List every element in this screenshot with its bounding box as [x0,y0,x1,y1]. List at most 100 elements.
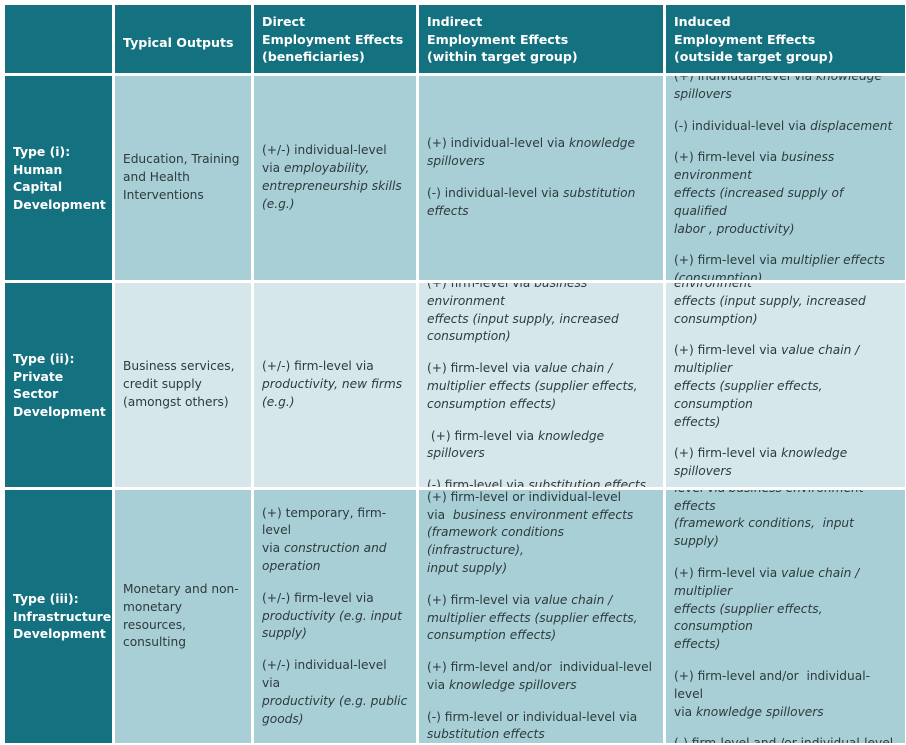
italic-text: productivity (e.g. public [262,693,408,708]
italic-text: labor , productivity) [674,221,795,236]
italic-text: effects) [674,637,721,652]
cell-line: credit supply [123,376,243,394]
cell-line: (+) firm-level via value chain / [427,360,655,378]
text: (+) firm-level via [674,150,782,165]
cell-paragraph: (+/-) firm-level via productivity (e.g. i… [262,590,408,643]
cell-paragraph: (+/-) firm-level via productivity, new fi… [262,358,408,411]
cell-line: consumption effects) [427,396,655,414]
header-line: Indirect [427,14,483,29]
text: (+/-) firm-level via [262,359,374,374]
italic-text: (framework conditions (infrastructure), [427,525,568,558]
text: (+/-) individual-level [262,143,387,158]
cell-paragraph: (+) individual-level via knowledge spillo… [427,135,655,171]
italic-text: effects (input supply, increased [674,293,866,308]
text: (-) firm-level and /or individual-level [674,736,893,743]
italic-text: (e.g.) [262,196,295,211]
cell-line: (e.g.) [262,394,408,412]
italic-text: knowledge spillovers [695,704,824,719]
cell-paragraph: Monetary and non-monetary resources, cons… [123,581,243,652]
cell-paragraph: (+) firm-level via business environmente… [674,283,897,328]
cell-line: effects (supplier effects, consumption [674,378,897,414]
cell-line: (+) temporary, firm-level [262,505,408,541]
text: monetary resources, [123,599,186,632]
header-direct-effects: Direct Employment Effects (beneficiaries… [254,5,416,73]
cell-paragraph: (+) firm-level via multiplier effects (co… [674,252,897,280]
cell-paragraph: (+) firm-level via value chain / multipli… [427,360,655,413]
cell-line: effects (input supply, increased [427,311,655,329]
italic-text: effects (supplier effects, consumption [674,601,827,634]
row-label-line: Infrastructure [13,608,112,624]
italic-text: knowledge spillovers [427,428,608,461]
cell-line: effects) [674,414,897,432]
cell-line: consulting [123,634,243,652]
cell-line: (+/-) firm-level via [262,358,408,376]
cell-line: (-) firm-level via substitution effects [427,477,655,487]
header-line: Employment Effects [262,31,404,47]
cell-line: (+) firm-level via knowledge spillovers [674,445,897,481]
text: via [427,507,453,522]
text: via [262,161,284,176]
cell-paragraph: (-) firm-level or individual-level via su… [427,709,655,743]
employment-effects-table: Typical Outputs Direct Employment Effect… [5,5,905,743]
text: (+) firm-level via [674,253,782,268]
header-line: Direct [262,14,306,29]
header-line: Induced [674,14,731,29]
italic-text: value chain / multiplier [674,343,864,376]
row-label-human-capital: Type (i): Human Capital Development [5,76,112,280]
cell-line: (+) firm-level via business environment [674,283,897,293]
italic-text: consumption effects) [427,396,557,411]
text: and Health [123,170,190,185]
row-label-line: Type (ii): [13,351,75,366]
cell-direct-human-capital: (+/-) individual-level via employability,… [254,76,416,280]
cell-line: productivity, new firms [262,376,408,394]
cell-line: consumption) [674,311,897,329]
row-label-line: Private Sector [13,368,64,402]
row-label-line: Type (i): [13,144,71,159]
cell-line: (+/-) individual-level via [262,657,408,693]
cell-paragraph: (-) individual-level via substitution eff… [427,185,655,221]
cell-line: (+) firm-level and/or individual-level [427,659,655,677]
text: (+) individual-level via [427,136,569,151]
cell-paragraph: (+) firm-level via value chain / multipli… [427,592,655,645]
italic-text: spillovers [674,86,732,101]
text: via [427,677,449,692]
cell-line: (+/-) firm-level via [262,590,408,608]
text: via [262,541,284,556]
italic-text: value chain / [534,592,613,607]
cell-paragraph: (-) firm-level and /or individual-levelv… [674,735,897,743]
italic-text: operation [262,559,321,573]
italic-text: input supply) [427,560,508,575]
cell-line: goods) [262,711,408,729]
row-label-line: Development [13,403,106,419]
cell-line: effects [427,203,655,221]
cell-line: multiplier effects (supplier effects, [427,610,655,628]
cell-line: Monetary and non- [123,581,243,599]
cell-line: Interventions [123,187,243,205]
cell-line: via business environment effects [427,507,655,525]
cell-line: (consumption) [674,270,897,280]
cell-induced-human-capital: (+) individual-level via knowledge spillo… [666,76,905,280]
text: (+/-) firm-level via [262,590,374,605]
row-label-infrastructure: Type (iii): Infrastructure Development [5,490,112,743]
cell-line: effects (input supply, increased [674,293,897,311]
italic-text: productivity, new firms [262,377,403,392]
header-typical-outputs: Typical Outputs [115,5,251,73]
cell-paragraph: Education, Training and Health Interventio… [123,151,243,204]
cell-line: (+) firm-level via value chain / [427,592,655,610]
row-label-private-sector: Type (ii): Private Sector Development [5,283,112,487]
row-label-line: Development [13,196,106,212]
italic-text: effects) [674,414,721,429]
text: Education, Training [123,152,240,167]
text: (+) temporary, firm-level [262,505,387,538]
text: credit supply [123,377,202,392]
cell-indirect-human-capital: (+) individual-level via knowledge spillo… [419,76,663,280]
text: (amongst others) [123,394,229,409]
text: Monetary and non- [123,581,239,596]
cell-line: (+) firm-level and/or individual-level [674,668,897,704]
italic-text: knowledge spillovers [674,446,852,479]
cell-paragraph: (+) temporary, firm-level via constructio… [262,505,408,576]
cell-line: (-) firm-level or individual-level via [427,709,655,727]
cell-line: (+) individual-level via knowledge [427,135,655,153]
row-label-line: Development [13,626,106,642]
